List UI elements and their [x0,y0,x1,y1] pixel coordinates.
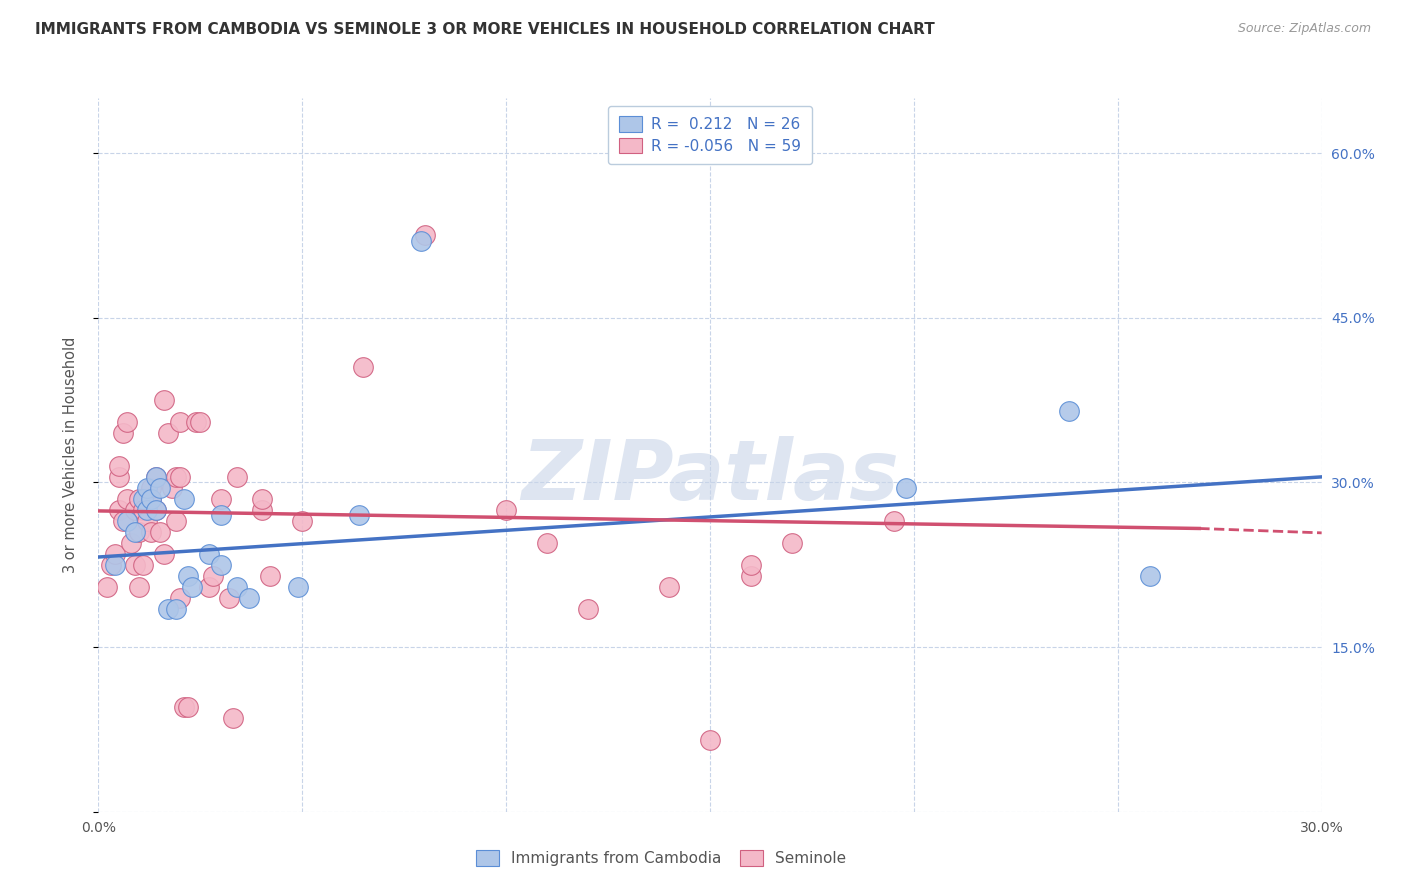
Point [111,514,134,528]
Point [1139,568,1161,582]
Point [740,558,762,572]
Point [96,580,118,594]
Point [141,481,163,495]
Point [181,580,204,594]
Point [894,481,917,495]
Point [145,503,167,517]
Point [128,491,150,506]
Text: IMMIGRANTS FROM CAMBODIA VS SEMINOLE 3 OR MORE VEHICLES IN HOUSEHOLD CORRELATION: IMMIGRANTS FROM CAMBODIA VS SEMINOLE 3 O… [35,22,935,37]
Legend: Immigrants from Cambodia, Seminole: Immigrants from Cambodia, Seminole [467,841,855,875]
Point [287,580,309,594]
Point [780,535,803,549]
Text: ZIPatlas: ZIPatlas [522,436,898,516]
Point [149,481,172,495]
Point [108,458,131,473]
Point [145,503,167,517]
Point [120,535,142,549]
Point [177,568,200,582]
Point [108,503,131,517]
Point [259,568,281,582]
Point [218,591,240,605]
Point [883,514,905,528]
Point [209,491,232,506]
Point [658,580,681,594]
Point [222,711,245,725]
Point [115,514,138,528]
Point [141,491,163,506]
Point [136,481,159,495]
Point [238,591,260,605]
Point [186,415,208,429]
Point [699,733,721,747]
Point [169,470,191,484]
Point [177,700,200,714]
Point [128,524,150,539]
Point [111,425,134,440]
Point [201,568,224,582]
Point [197,547,219,561]
Point [349,508,371,523]
Point [197,580,219,594]
Point [115,415,138,429]
Point [188,415,212,429]
Point [104,558,127,572]
Point [124,524,146,539]
Point [165,601,187,615]
Point [209,508,232,523]
Point [209,558,232,572]
Point [152,547,174,561]
Point [128,580,150,594]
Point [165,514,187,528]
Point [165,470,187,484]
Point [149,524,172,539]
Point [132,503,155,517]
Point [169,415,191,429]
Point [740,568,762,582]
Point [250,503,273,517]
Point [132,558,155,572]
Point [104,547,127,561]
Point [413,228,436,243]
Point [226,470,249,484]
Point [352,360,374,375]
Point [169,591,191,605]
Point [173,700,195,714]
Point [136,514,159,528]
Point [250,491,273,506]
Point [409,234,432,248]
Point [145,470,167,484]
Point [132,491,155,506]
Point [576,601,599,615]
Point [536,535,558,549]
Point [136,503,159,517]
Point [156,425,179,440]
Point [160,481,183,495]
Point [124,558,146,572]
Point [173,491,195,506]
Point [124,503,146,517]
Point [141,524,163,539]
Point [108,470,131,484]
Point [291,514,314,528]
Point [152,392,174,407]
Point [1057,404,1080,418]
Y-axis label: 3 or more Vehicles in Household: 3 or more Vehicles in Household [63,337,77,573]
Point [100,558,122,572]
Point [156,601,179,615]
Text: Source: ZipAtlas.com: Source: ZipAtlas.com [1237,22,1371,36]
Point [226,580,249,594]
Point [115,491,138,506]
Point [145,470,167,484]
Point [141,491,163,506]
Point [495,503,517,517]
